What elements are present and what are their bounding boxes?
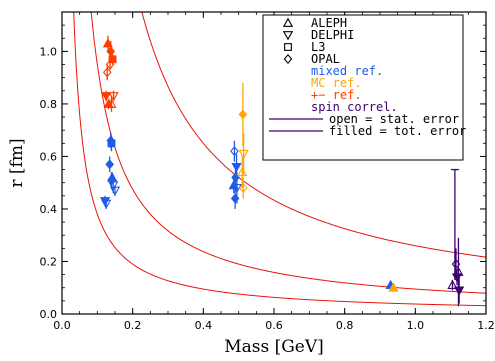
y-axis-title: r [fm]: [7, 138, 27, 187]
legend-marker-icon: [282, 31, 294, 41]
y-tick-label: 0.2: [40, 255, 58, 268]
data-point: [107, 172, 118, 182]
legend-entry: L3: [311, 40, 325, 54]
data-points: [99, 35, 465, 307]
data-point: [238, 182, 248, 193]
legend-entry: open = stat. error: [329, 112, 459, 126]
y-tick-label: 0.0: [40, 308, 58, 321]
x-axis-title: Mass [GeV]: [224, 337, 324, 357]
legend-marker-icon: [283, 53, 293, 65]
y-tick-label: 0.4: [40, 203, 58, 216]
x-tick-label: 1.2: [477, 319, 495, 332]
legend-entry: spin correl.: [311, 100, 398, 114]
data-point: [109, 186, 121, 196]
legend-marker-icon: [282, 17, 294, 27]
x-tick-label: 0.6: [265, 319, 283, 332]
legend-entry: mixed ref.: [311, 64, 383, 78]
data-point: [105, 59, 115, 70]
data-point: [108, 92, 119, 102]
data-point: [230, 193, 240, 204]
data-point: [454, 286, 465, 296]
model-curve: [141, 12, 486, 258]
data-point: [102, 67, 112, 78]
model-curve: [90, 12, 486, 294]
data-point: [447, 279, 458, 290]
y-tick-label: 0.6: [40, 150, 58, 163]
data-point: [102, 38, 114, 48]
data-point: [237, 166, 248, 177]
data-point: [230, 146, 239, 157]
legend-entry: ALEPH: [311, 16, 347, 30]
legend-box: [262, 14, 464, 161]
data-point: [106, 98, 117, 108]
model-curves: [73, 12, 486, 307]
data-point: [453, 266, 464, 276]
data-point: [231, 163, 242, 173]
x-tick-label: 0.0: [53, 319, 71, 332]
legend-entry: OPAL: [311, 52, 340, 66]
legend-marker-icon: [284, 43, 292, 51]
y-tick-label: 1.0: [40, 45, 58, 58]
y-tick-label: 0.8: [40, 98, 58, 111]
data-point: [388, 282, 399, 292]
legend-entry: DELPHI: [311, 28, 354, 42]
data-point: [101, 199, 112, 210]
data-point: [238, 109, 248, 120]
data-point: [238, 149, 249, 160]
legend-entry: MC ref.: [311, 76, 362, 90]
axis-ticks: 0.0 0.2 0.4 0.6 0.8 1.0 1.2 0.0 0.2 0.4 0.6 0.8 1.0: [40, 11, 495, 332]
model-curve: [73, 12, 486, 307]
x-tick-label: 0.8: [336, 319, 354, 332]
legend-entry: filled = tot. error: [329, 124, 466, 138]
legend-entry: +− ref.: [311, 88, 362, 102]
x-tick-label: 1.0: [407, 319, 425, 332]
data-point: [107, 139, 116, 148]
x-tick-label: 0.2: [124, 319, 142, 332]
x-tick-label: 0.4: [195, 319, 213, 332]
data-point: [105, 159, 114, 170]
data-point: [101, 92, 112, 102]
